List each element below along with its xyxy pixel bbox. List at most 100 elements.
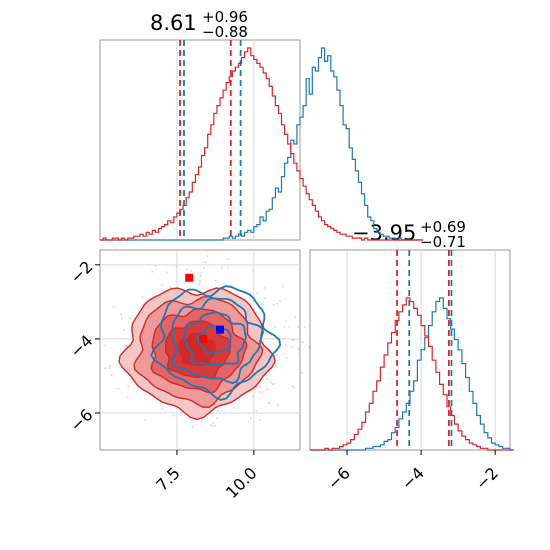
scatter-point bbox=[226, 266, 229, 269]
scatter-point bbox=[264, 287, 267, 289]
scatter-point bbox=[291, 385, 294, 388]
scatter-point bbox=[274, 326, 277, 329]
scatter-point bbox=[112, 306, 115, 309]
scatter-point bbox=[212, 422, 215, 425]
scatter-point bbox=[119, 348, 122, 351]
scatter-point bbox=[291, 345, 293, 348]
scatter-point bbox=[275, 365, 278, 367]
scatter-point bbox=[251, 395, 254, 398]
scatter-point bbox=[271, 383, 274, 386]
scatter-point bbox=[255, 409, 258, 412]
scatter-point bbox=[199, 274, 202, 277]
marker-red-2 bbox=[185, 273, 194, 282]
histogram-step-param1-series0 bbox=[100, 47, 424, 241]
marker-blue bbox=[216, 325, 224, 334]
scatter-point bbox=[204, 261, 207, 263]
scatter-point bbox=[279, 299, 282, 302]
scatter-point bbox=[206, 255, 209, 258]
scatter-point bbox=[263, 297, 266, 300]
scatter-point bbox=[141, 296, 144, 298]
scatter-point bbox=[214, 424, 216, 427]
scatter-point bbox=[276, 353, 279, 356]
scatter-point bbox=[198, 279, 201, 282]
scatter-point bbox=[267, 378, 269, 381]
scatter-point bbox=[297, 348, 300, 351]
marker-red bbox=[199, 334, 208, 343]
scatter-point bbox=[166, 271, 168, 274]
scatter-point bbox=[154, 264, 157, 267]
histogram-step-param2-series1 bbox=[310, 297, 514, 451]
scatter-point bbox=[273, 382, 276, 385]
scatter-point bbox=[161, 407, 163, 410]
scatter-point bbox=[216, 417, 219, 420]
scatter-point bbox=[168, 286, 171, 289]
scatter-point bbox=[249, 417, 252, 420]
scatter-point bbox=[294, 316, 297, 319]
scatter-point bbox=[151, 270, 154, 273]
scatter-point bbox=[209, 424, 212, 427]
scatter-point bbox=[200, 271, 203, 274]
scatter-point bbox=[192, 425, 194, 428]
scatter-point bbox=[198, 282, 201, 285]
scatter-point bbox=[126, 395, 129, 398]
scatter-point bbox=[108, 365, 111, 368]
scatter-point bbox=[276, 302, 278, 305]
scatter-point bbox=[129, 317, 131, 320]
density-contour-blue-2 bbox=[183, 311, 247, 366]
scatter-point bbox=[221, 266, 223, 269]
title-param1: 8.61 +0.96 −0.88 bbox=[150, 8, 248, 41]
scatter-point bbox=[281, 285, 284, 288]
scatter-point bbox=[251, 269, 254, 272]
scatter-point bbox=[255, 292, 258, 294]
scatter-point bbox=[117, 387, 120, 390]
title-param2-lower: −0.71 bbox=[420, 233, 466, 251]
scatter-point bbox=[258, 390, 261, 393]
title-param2-estimate: −3.95 bbox=[352, 221, 416, 245]
scatter-point bbox=[285, 320, 288, 323]
scatter-point bbox=[258, 418, 261, 421]
scatter-point bbox=[266, 388, 269, 391]
scatter-point bbox=[227, 257, 230, 260]
tick-label-x-param1-0: 7.5 bbox=[152, 463, 183, 494]
title-param1-upper: +0.96 bbox=[202, 8, 248, 26]
title-param1-lower: −0.88 bbox=[202, 23, 248, 41]
scatter-point bbox=[236, 293, 238, 296]
tick-label-y-param2-1: −4 bbox=[66, 331, 96, 361]
scatter-point bbox=[172, 414, 175, 417]
scatter-point bbox=[127, 385, 130, 388]
scatter-point bbox=[268, 401, 271, 404]
scatter-point bbox=[211, 425, 214, 428]
scatter-point bbox=[144, 418, 147, 421]
scatter-point bbox=[303, 326, 306, 329]
scatter-point bbox=[292, 339, 295, 342]
scatter-point bbox=[259, 385, 262, 388]
scatter-point bbox=[123, 329, 125, 332]
histogram-step-param1-series1 bbox=[100, 47, 424, 241]
histogram-panel-param1 bbox=[99, 39, 424, 241]
scatter-point bbox=[288, 325, 290, 328]
density-contour-blue-1 bbox=[170, 297, 264, 384]
scatter-point bbox=[276, 404, 279, 407]
scatter-point bbox=[120, 312, 123, 315]
scatter-point bbox=[214, 279, 217, 282]
histogram-panel-param2 bbox=[309, 249, 514, 451]
scatter-point bbox=[301, 341, 304, 344]
scatter-point bbox=[120, 317, 123, 320]
scatter-point bbox=[216, 409, 219, 412]
scatter-point bbox=[185, 268, 188, 271]
scatter-point bbox=[125, 345, 128, 348]
tick-label-y-param2-2: −2 bbox=[66, 257, 96, 287]
scatter-point bbox=[282, 337, 285, 340]
tick-label-y-param2-0: −6 bbox=[66, 405, 96, 435]
scatter-point bbox=[265, 377, 268, 380]
title-param2-upper: +0.69 bbox=[420, 218, 466, 236]
tick-label-x-param1-1: 10.0 bbox=[222, 463, 261, 502]
scatter-point bbox=[284, 344, 287, 347]
scatter-point bbox=[175, 265, 178, 268]
scatter-point bbox=[108, 367, 111, 370]
scatter-point bbox=[232, 407, 235, 409]
tick-label-x-param2-1: −4 bbox=[398, 463, 428, 493]
scatter-point bbox=[293, 386, 296, 389]
scatter-point bbox=[270, 381, 273, 384]
